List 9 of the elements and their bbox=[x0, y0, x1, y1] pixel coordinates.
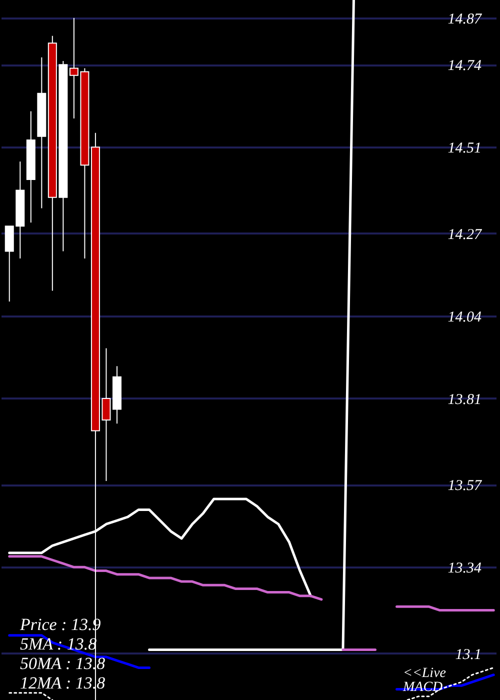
y-tick-label: 14.74 bbox=[448, 58, 482, 74]
y-tick-label: 14.27 bbox=[448, 226, 483, 243]
y-tick-label: 13.57 bbox=[448, 478, 483, 494]
y-tick-label: 14.51 bbox=[448, 140, 482, 157]
y-tick-label: 13.34 bbox=[448, 560, 482, 577]
y-tick-label: 13.1 bbox=[455, 646, 482, 663]
y-tick-label: 14.04 bbox=[448, 309, 482, 326]
y-tick-label: 13.81 bbox=[448, 392, 482, 408]
y-tick-label: 14.87 bbox=[448, 11, 483, 28]
